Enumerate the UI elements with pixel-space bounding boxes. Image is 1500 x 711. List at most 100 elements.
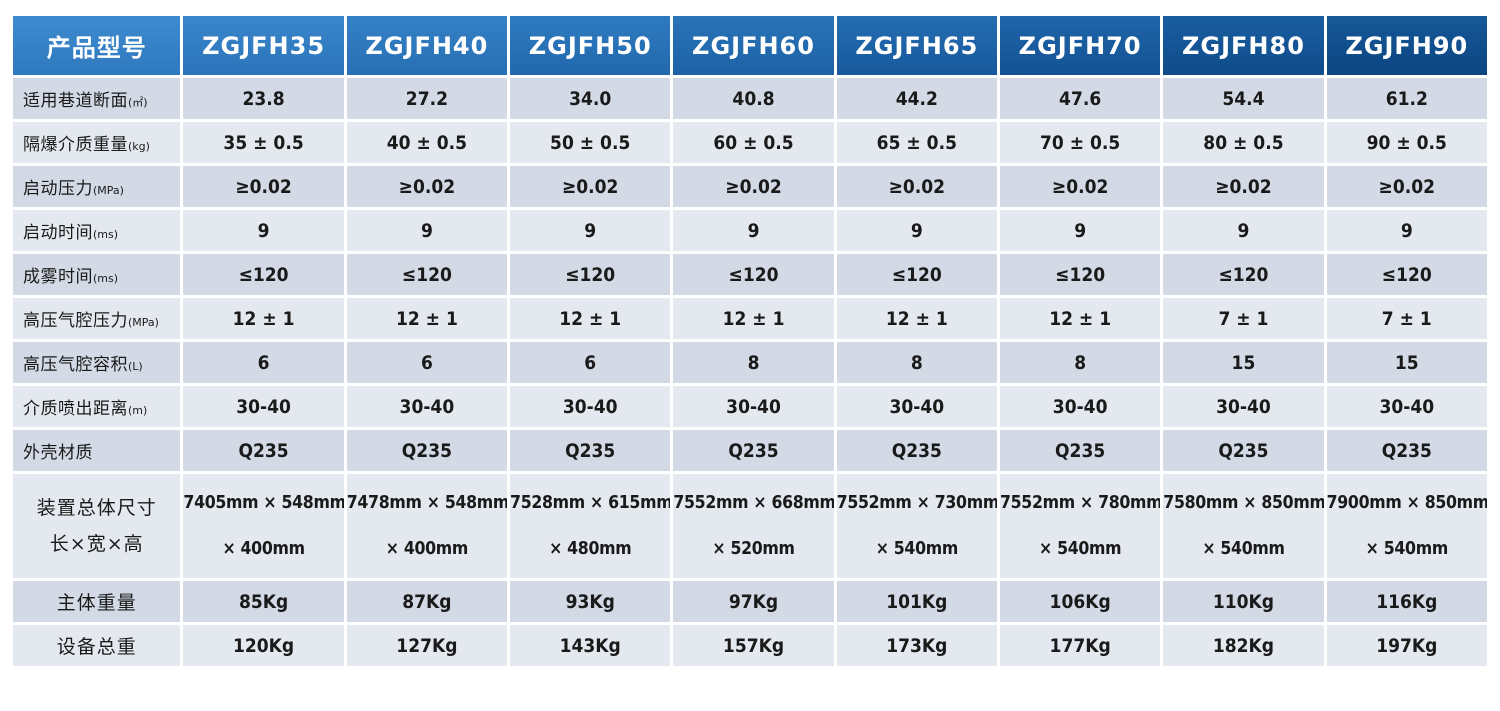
spec-value: Q235 — [673, 430, 834, 471]
spec-value: 40.8 — [673, 78, 834, 119]
spec-value: ≤120 — [1163, 254, 1324, 295]
spec-label: 高压气腔压力(MPa) — [13, 298, 181, 339]
header-model: ZGJFH40 — [346, 16, 508, 75]
dimensions-value-line: × 400mm — [222, 539, 305, 559]
spec-value: 30-40 — [183, 386, 344, 427]
weight-value: 110Kg — [1163, 581, 1324, 622]
dimensions-value-line: 7552mm × 780mm — [999, 493, 1161, 513]
spec-label: 成雾时间(ms) — [13, 254, 181, 295]
spec-value: Q235 — [1326, 430, 1487, 471]
spec-label-unit: (㎡) — [128, 96, 148, 109]
dimensions-value-line: × 540mm — [1039, 539, 1122, 559]
header-product-model: 产品型号 — [13, 16, 181, 75]
spec-value: 9 — [673, 210, 834, 251]
dimensions-label: 装置总体尺寸 长×宽×高 — [13, 474, 181, 578]
spec-value: 8 — [673, 342, 834, 383]
dimensions-value-line: × 480mm — [549, 539, 632, 559]
dimensions-value: 7900mm × 850mm × 540mm — [1326, 474, 1487, 578]
spec-label: 启动时间(ms) — [13, 210, 181, 251]
spec-value: 27.2 — [346, 78, 508, 119]
spec-value: 54.4 — [1163, 78, 1324, 119]
spec-value: 47.6 — [999, 78, 1161, 119]
spec-value: 6 — [510, 342, 671, 383]
header-model: ZGJFH70 — [999, 16, 1161, 75]
spec-value: 30-40 — [673, 386, 834, 427]
header-row: 产品型号 ZGJFH35 ZGJFH40 ZGJFH50 ZGJFH60 ZGJ… — [13, 16, 1487, 75]
weight-value: 93Kg — [510, 581, 671, 622]
weight-value: 87Kg — [346, 581, 508, 622]
spec-value: ≤120 — [183, 254, 344, 295]
spec-value: 12 ± 1 — [836, 298, 997, 339]
dimensions-value: 7405mm × 548mm × 400mm — [183, 474, 344, 578]
weight-label: 设备总重 — [13, 625, 181, 666]
spec-value: 90 ± 0.5 — [1326, 122, 1487, 163]
spec-label: 隔爆介质重量(kg) — [13, 122, 181, 163]
spec-value: ≥0.02 — [836, 166, 997, 207]
spec-value: 15 — [1326, 342, 1487, 383]
spec-value: Q235 — [836, 430, 997, 471]
spec-value: 80 ± 0.5 — [1163, 122, 1324, 163]
weight-row: 设备总重 120Kg 127Kg 143Kg 157Kg 173Kg 177Kg 182Kg 1… — [13, 625, 1487, 666]
weight-value: 106Kg — [999, 581, 1161, 622]
spec-value: 34.0 — [510, 78, 671, 119]
spec-table: 产品型号 ZGJFH35 ZGJFH40 ZGJFH50 ZGJFH60 ZGJ… — [10, 13, 1490, 669]
header-model: ZGJFH50 — [510, 16, 671, 75]
spec-row: 高压气腔容积(L) 6 6 6 8 8 8 15 15 — [13, 342, 1487, 383]
header-model: ZGJFH90 — [1326, 16, 1487, 75]
dimensions-value: 7580mm × 850mm × 540mm — [1163, 474, 1324, 578]
spec-row: 启动压力(MPa) ≥0.02 ≥0.02 ≥0.02 ≥0.02 ≥0.02 ≥0.02 ≥… — [13, 166, 1487, 207]
spec-value: 44.2 — [836, 78, 997, 119]
dimensions-value-line: 7478mm × 548mm — [346, 493, 508, 513]
spec-value: 12 ± 1 — [510, 298, 671, 339]
spec-label-unit: (L) — [128, 360, 143, 373]
spec-value: Q235 — [183, 430, 344, 471]
spec-value: 9 — [1326, 210, 1487, 251]
spec-value: ≥0.02 — [673, 166, 834, 207]
weight-value: 157Kg — [673, 625, 834, 666]
spec-value: 30-40 — [836, 386, 997, 427]
header-model: ZGJFH60 — [673, 16, 834, 75]
spec-value: 30-40 — [346, 386, 508, 427]
dimensions-value-line: × 400mm — [385, 539, 469, 559]
spec-value: ≤120 — [836, 254, 997, 295]
spec-value: 9 — [1163, 210, 1324, 251]
dimensions-value-line: 7552mm × 668mm — [673, 493, 834, 513]
spec-label-text: 成雾时间 — [23, 267, 93, 287]
spec-value: ≥0.02 — [1326, 166, 1487, 207]
spec-value: 15 — [1163, 342, 1324, 383]
spec-value: 6 — [346, 342, 508, 383]
weight-value: 197Kg — [1326, 625, 1487, 666]
spec-value: ≥0.02 — [346, 166, 508, 207]
dimensions-value-line: 7405mm × 548mm — [183, 493, 344, 513]
spec-label: 介质喷出距离(m) — [13, 386, 181, 427]
dimensions-value: 7552mm × 730mm × 540mm — [836, 474, 997, 578]
spec-value: 8 — [836, 342, 997, 383]
spec-value: 9 — [836, 210, 997, 251]
spec-value: Q235 — [346, 430, 508, 471]
spec-label-text: 启动时间 — [23, 223, 93, 243]
spec-label-unit: (ms) — [93, 272, 119, 285]
weight-row: 主体重量 85Kg 87Kg 93Kg 97Kg 101Kg 106Kg 110Kg 116Kg — [13, 581, 1487, 622]
spec-value: 12 ± 1 — [673, 298, 834, 339]
dimensions-label-line: 装置总体尺寸 — [36, 497, 157, 519]
header-model: ZGJFH80 — [1163, 16, 1324, 75]
dimensions-row: 装置总体尺寸 长×宽×高 7405mm × 548mm × 400mm 7478mm ×… — [13, 474, 1487, 578]
spec-value: 23.8 — [183, 78, 344, 119]
spec-value: 9 — [999, 210, 1161, 251]
weight-value: 143Kg — [510, 625, 671, 666]
spec-value: 30-40 — [1163, 386, 1324, 427]
spec-label-unit: (kg) — [128, 140, 150, 153]
spec-row: 启动时间(ms) 9 9 9 9 9 9 9 9 — [13, 210, 1487, 251]
spec-value: ≤120 — [673, 254, 834, 295]
dimensions-value-line: 7580mm × 850mm — [1163, 493, 1324, 513]
spec-value: 12 ± 1 — [999, 298, 1161, 339]
spec-value: 65 ± 0.5 — [836, 122, 997, 163]
header-model: ZGJFH65 — [836, 16, 997, 75]
spec-value: 35 ± 0.5 — [183, 122, 344, 163]
spec-value: 30-40 — [510, 386, 671, 427]
spec-label-text: 高压气腔容积 — [23, 355, 128, 375]
dimensions-label-line: 长×宽×高 — [49, 533, 144, 555]
spec-value: 40 ± 0.5 — [346, 122, 508, 163]
weight-value: 101Kg — [836, 581, 997, 622]
spec-value: 9 — [346, 210, 508, 251]
